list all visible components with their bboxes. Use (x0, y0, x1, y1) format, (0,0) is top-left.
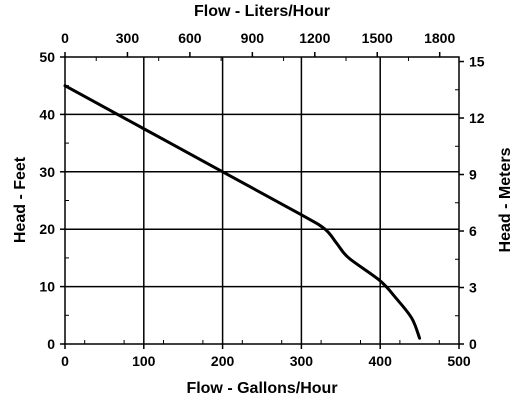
y-tick-label: 0 (47, 336, 55, 352)
x-tick-label: 100 (132, 353, 156, 369)
y-axis-title: Head - Feet (12, 156, 29, 243)
y-axis-ticks: 0 10 20 30 40 50 (39, 49, 65, 352)
y-tick-label: 50 (39, 49, 55, 65)
x-tick-label: 200 (211, 353, 235, 369)
top-tick-label: 1200 (299, 30, 330, 46)
top-axis-title: Flow - Liters/Hour (194, 3, 330, 20)
x-axis-title: Flow - Gallons/Hour (186, 380, 337, 397)
series-line (63, 84, 422, 340)
top-tick-label: 300 (116, 30, 140, 46)
plot-frame (64, 56, 460, 345)
top-tick-label: 0 (61, 30, 69, 46)
top-tick-label: 1800 (424, 30, 455, 46)
right-axis-ticks: 0 3 6 9 12 15 (459, 54, 485, 352)
right-tick-label: 6 (469, 223, 477, 239)
x-tick-label: 500 (447, 353, 471, 369)
x-tick-label: 400 (369, 353, 393, 369)
y-tick-label: 20 (39, 221, 55, 237)
y-tick-label: 30 (39, 164, 55, 180)
x-tick-label: 300 (290, 353, 314, 369)
right-axis-title: Head - Meters (497, 147, 514, 252)
right-tick-label: 0 (469, 336, 477, 352)
right-tick-label: 12 (469, 110, 485, 126)
top-tick-label: 600 (178, 30, 202, 46)
grid (65, 57, 459, 344)
x-tick-label: 0 (61, 353, 69, 369)
y-tick-label: 10 (39, 279, 55, 295)
right-tick-label: 15 (469, 54, 485, 70)
right-tick-label: 9 (469, 167, 477, 183)
top-tick-label: 1500 (362, 30, 393, 46)
right-tick-label: 3 (469, 280, 477, 296)
top-tick-label: 900 (241, 30, 265, 46)
y-tick-label: 40 (39, 106, 55, 122)
x-axis-ticks: 0 100 200 300 400 500 (61, 344, 471, 369)
top-axis-ticks: 0 300 600 900 1200 1500 1800 (61, 30, 455, 57)
